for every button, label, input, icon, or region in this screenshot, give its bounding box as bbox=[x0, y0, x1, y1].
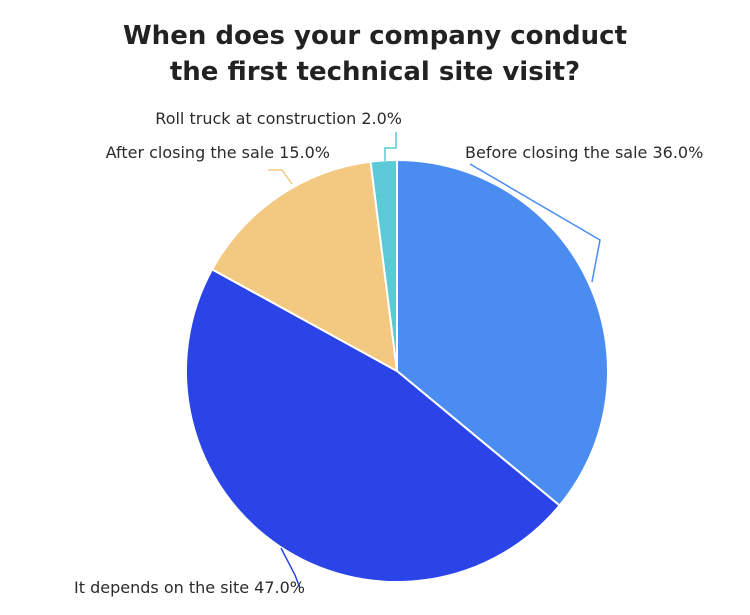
pie-slice-after-closing-the-sale bbox=[210, 160, 399, 373]
chart-title-line-1: When does your company conduct bbox=[123, 21, 627, 51]
slice-label: After closing the sale 15.0% bbox=[106, 143, 330, 162]
pie-slices bbox=[185, 158, 609, 583]
chart-title-line-2: the first technical site visit? bbox=[169, 57, 581, 87]
chart-title: When does your company conduct the first… bbox=[0, 18, 750, 90]
slice-label: Before closing the sale 36.0% bbox=[465, 143, 703, 162]
pie-slice-before-closing-the-sale bbox=[396, 158, 609, 507]
pie-slice-roll-truck-at-construction bbox=[369, 158, 398, 372]
leader-line bbox=[268, 169, 293, 185]
pie-labels: Before closing the sale 36.0% It depends … bbox=[74, 109, 703, 597]
slice-label: It depends on the site 47.0% bbox=[74, 578, 305, 597]
leader-line bbox=[384, 132, 397, 161]
pie-slice-it-depends-on-the-site bbox=[185, 267, 561, 583]
leader-line bbox=[280, 547, 301, 589]
slice-label: Roll truck at construction 2.0% bbox=[155, 109, 402, 128]
pie-leader-lines bbox=[268, 132, 601, 589]
leader-line bbox=[469, 163, 601, 283]
